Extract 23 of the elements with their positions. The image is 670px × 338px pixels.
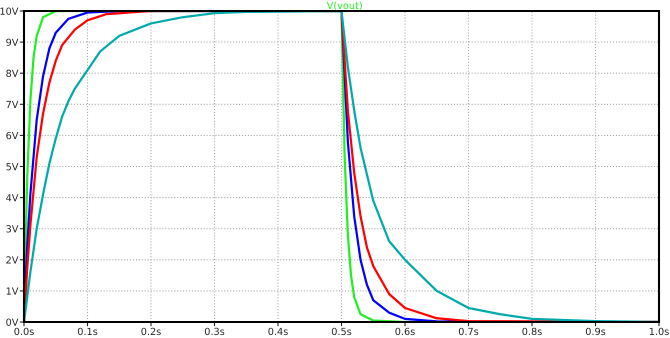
x-tick-label: 0.1s [78, 328, 98, 336]
x-tick-label: 0.8s [522, 328, 542, 336]
y-tick-label: 2V [6, 256, 18, 264]
y-tick-label: 8V [6, 70, 18, 78]
x-tick-label: 0.5s [332, 328, 352, 336]
y-tick-label: 9V [6, 38, 18, 46]
y-tick-label: 5V [6, 163, 18, 170]
chart-title: V(vout) [326, 2, 362, 10]
x-tick-label: 0.9s [586, 328, 606, 336]
x-tick-label: 0.4s [268, 328, 288, 336]
y-tick-label: 1V [6, 288, 18, 295]
y-tick-label: 0V [6, 318, 18, 326]
y-tick-label: 6V [6, 132, 18, 140]
y-tick-label: 7V [6, 100, 18, 108]
x-tick-label: 0.2s [141, 328, 161, 336]
y-tick-label: 4V [6, 194, 18, 202]
x-tick-label: 0.7s [458, 328, 478, 336]
x-tick-label: 0.3s [204, 328, 224, 336]
y-tick-label: 3V [6, 225, 18, 233]
x-tick-label: 0.0s [14, 328, 34, 336]
x-tick-label: 1.0s [650, 328, 669, 336]
y-tick-label: 10V [0, 7, 18, 15]
x-tick-label: 0.6s [395, 328, 415, 336]
